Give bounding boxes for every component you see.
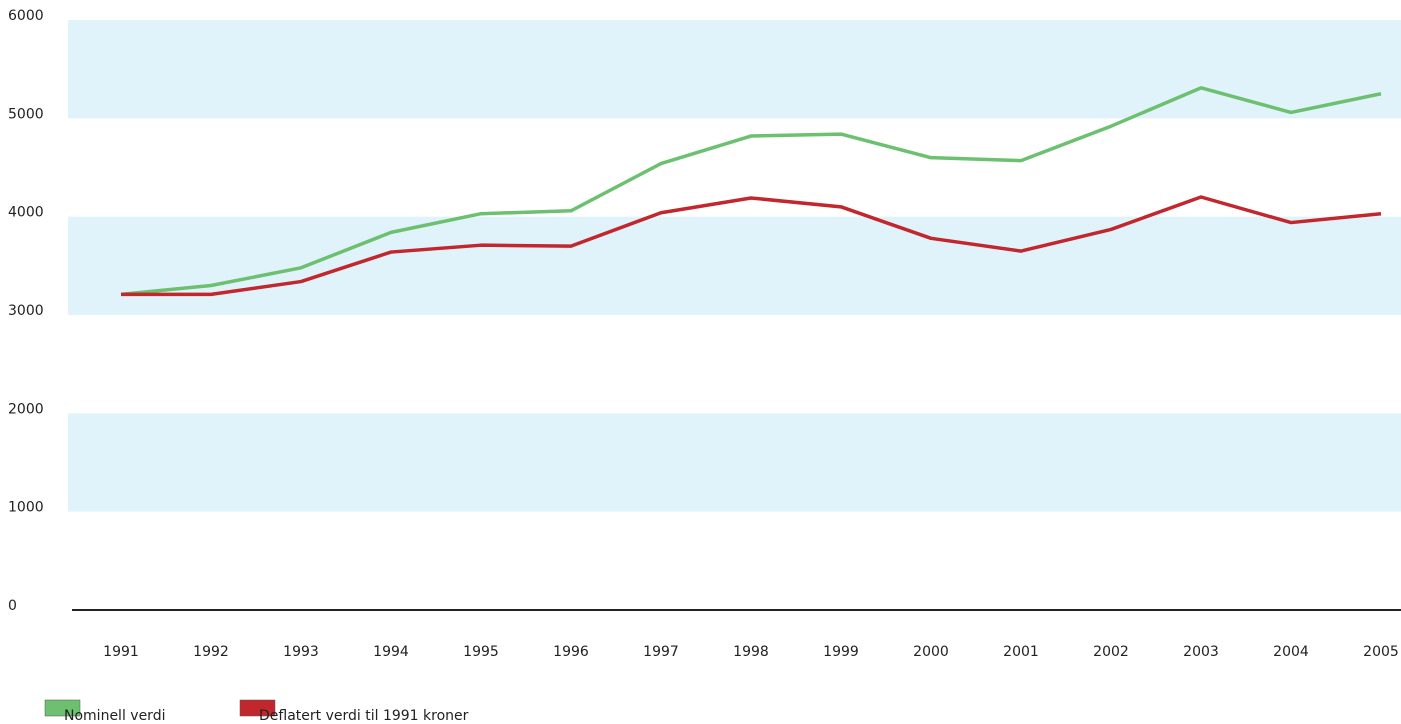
x-tick-label: 2002 [1093,644,1129,660]
y-tick-label: 1000 [8,500,44,516]
x-tick-label: 1994 [373,644,409,660]
line-series [121,195,1382,297]
legend-swatch [239,699,276,717]
x-tick-label: 2004 [1273,644,1309,660]
legend-label: Deflatert verdi til 1991 kroner [259,708,469,724]
grid-band [68,20,1401,119]
y-tick-label: 6000 [8,8,44,24]
x-tick-label: 1997 [643,644,679,660]
legend-label: Nominell verdi [64,708,165,724]
x-tick-label: 2001 [1003,644,1039,660]
x-tick-label: 2003 [1183,644,1219,660]
grid-band [68,216,1401,315]
x-tick-label: 2000 [913,644,949,660]
x-tick-label: 1995 [463,644,499,660]
x-tick-label: 1998 [733,644,769,660]
x-tick-label: 1993 [283,644,319,660]
x-tick-label: 1999 [823,644,859,660]
y-tick-label: 3000 [8,303,44,319]
grid-band [68,413,1401,512]
y-tick-label: 0 [8,598,17,614]
x-tick-label: 2005 [1363,644,1399,660]
y-tick-label: 5000 [8,106,44,122]
x-tick-label: 1996 [553,644,589,660]
x-tick-label: 1991 [103,644,139,660]
y-tick-label: 4000 [8,205,44,221]
line-series [120,86,1382,297]
x-tick-label: 1992 [193,644,229,660]
legend-swatch [44,699,81,717]
y-tick-label: 2000 [8,401,44,417]
